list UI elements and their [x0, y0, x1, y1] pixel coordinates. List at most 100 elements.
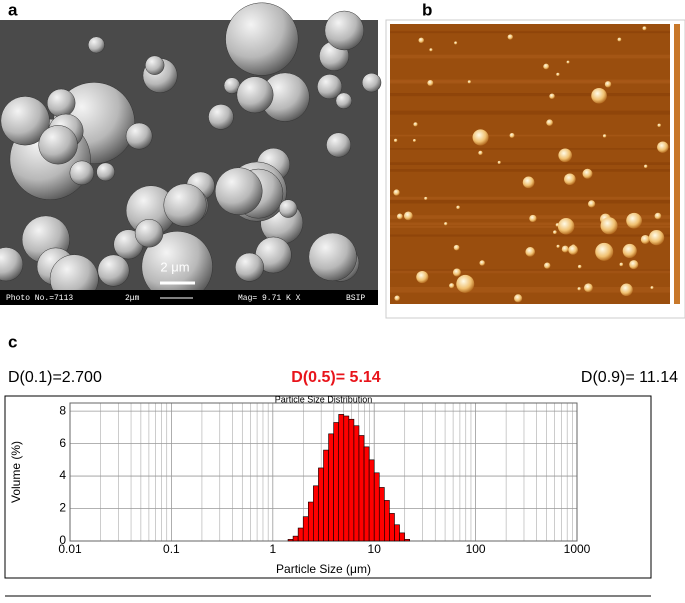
afm-particle	[626, 212, 642, 229]
afm-particle	[546, 119, 553, 126]
bar	[389, 513, 395, 542]
y-axis-label: Volume (%)	[9, 441, 23, 503]
panel-label: c	[8, 332, 17, 351]
afm-image	[390, 24, 680, 304]
afm-particle	[472, 129, 489, 146]
afm-particle	[509, 132, 515, 138]
sem-particle	[97, 254, 130, 287]
sem-info: BSIP	[346, 294, 365, 303]
afm-particle	[556, 72, 560, 77]
afm-colorbar	[674, 24, 680, 304]
sem-particle	[134, 219, 164, 248]
afm-particle	[393, 189, 400, 196]
afm-particle	[644, 164, 648, 169]
bar	[287, 539, 294, 542]
afm-particle	[424, 196, 428, 201]
y-tick-label: 0	[59, 533, 66, 547]
x-axis-label: Particle Size (μm)	[276, 562, 371, 576]
afm-particle	[444, 222, 448, 226]
afm-particle	[619, 262, 624, 267]
afm-particle	[640, 234, 650, 244]
bar	[373, 472, 380, 542]
sem-particle	[324, 10, 365, 51]
sem-particle	[214, 167, 263, 215]
y-tick-label: 8	[59, 403, 66, 417]
bar	[292, 535, 299, 542]
afm-particle	[394, 295, 400, 301]
afm-streak	[390, 93, 670, 97]
afm-particle	[543, 63, 550, 70]
afm-particle	[514, 294, 523, 303]
sem-particle	[236, 76, 274, 114]
x-tick-label: 1	[269, 542, 276, 556]
afm-particle	[429, 48, 433, 52]
sem-particle	[0, 247, 24, 282]
afm-streak	[390, 31, 670, 34]
afm-streak	[390, 270, 670, 274]
afm-particle	[456, 274, 475, 293]
afm-particle	[648, 229, 665, 246]
sem-particle	[278, 199, 298, 218]
bar	[343, 415, 350, 542]
afm-streak	[390, 169, 670, 172]
afm-particle	[577, 264, 582, 269]
afm-particle	[622, 243, 637, 259]
bar	[378, 487, 385, 542]
afm-particle	[566, 60, 570, 64]
afm-particle	[393, 138, 398, 143]
afm-streak	[390, 80, 670, 84]
afm-particle	[549, 93, 555, 99]
bar	[302, 516, 309, 542]
afm-streak	[390, 289, 670, 293]
sem-particle	[87, 36, 105, 54]
sem-info: 2μm	[125, 294, 140, 303]
sem-particle	[361, 72, 382, 93]
afm-particle	[582, 168, 593, 179]
afm-particle	[564, 173, 576, 186]
scale-bar-label: 2 μm	[160, 259, 189, 274]
afm-particle	[479, 260, 485, 266]
afm-streak	[390, 196, 670, 200]
afm-particle	[553, 230, 557, 235]
afm-particle	[577, 287, 581, 291]
x-tick-label: 0.1	[163, 542, 180, 556]
sem-particle	[125, 122, 153, 150]
afm-particle	[467, 80, 471, 84]
panel-label: a	[8, 0, 18, 19]
afm-particle	[620, 283, 633, 297]
afm-particle	[568, 245, 578, 255]
bar	[404, 539, 410, 542]
afm-streak	[390, 148, 670, 150]
afm-particle	[650, 286, 654, 290]
afm-particle	[413, 122, 418, 127]
afm-particle	[529, 214, 537, 223]
afm-particle	[557, 218, 575, 235]
afm-streak	[390, 162, 670, 165]
bar	[297, 527, 304, 542]
afm-particle	[453, 244, 460, 251]
afm-particle	[427, 80, 434, 86]
afm-streak	[390, 110, 670, 115]
bar	[333, 422, 340, 542]
bar	[338, 414, 345, 542]
bar	[399, 532, 405, 542]
x-tick-label: 100	[466, 542, 486, 556]
chart-title: Particle Size Distribution	[275, 394, 373, 404]
afm-particle	[416, 270, 429, 284]
afm-particle	[478, 150, 483, 156]
sem-particle	[46, 88, 76, 118]
afm-streak	[390, 134, 670, 137]
afm-particle	[452, 268, 461, 277]
afm-streak	[390, 222, 670, 226]
annotation: D(0.9)= 11.14	[581, 369, 678, 386]
bar	[353, 425, 360, 542]
afm-streak	[390, 286, 670, 290]
sem-particle	[145, 55, 165, 75]
afm-particle	[617, 37, 622, 42]
sem-particle	[326, 132, 352, 158]
afm-particle	[588, 200, 596, 208]
afm-particle	[657, 123, 661, 128]
sem-particle	[308, 232, 357, 282]
sem-particle	[317, 74, 343, 100]
bar	[358, 435, 365, 542]
